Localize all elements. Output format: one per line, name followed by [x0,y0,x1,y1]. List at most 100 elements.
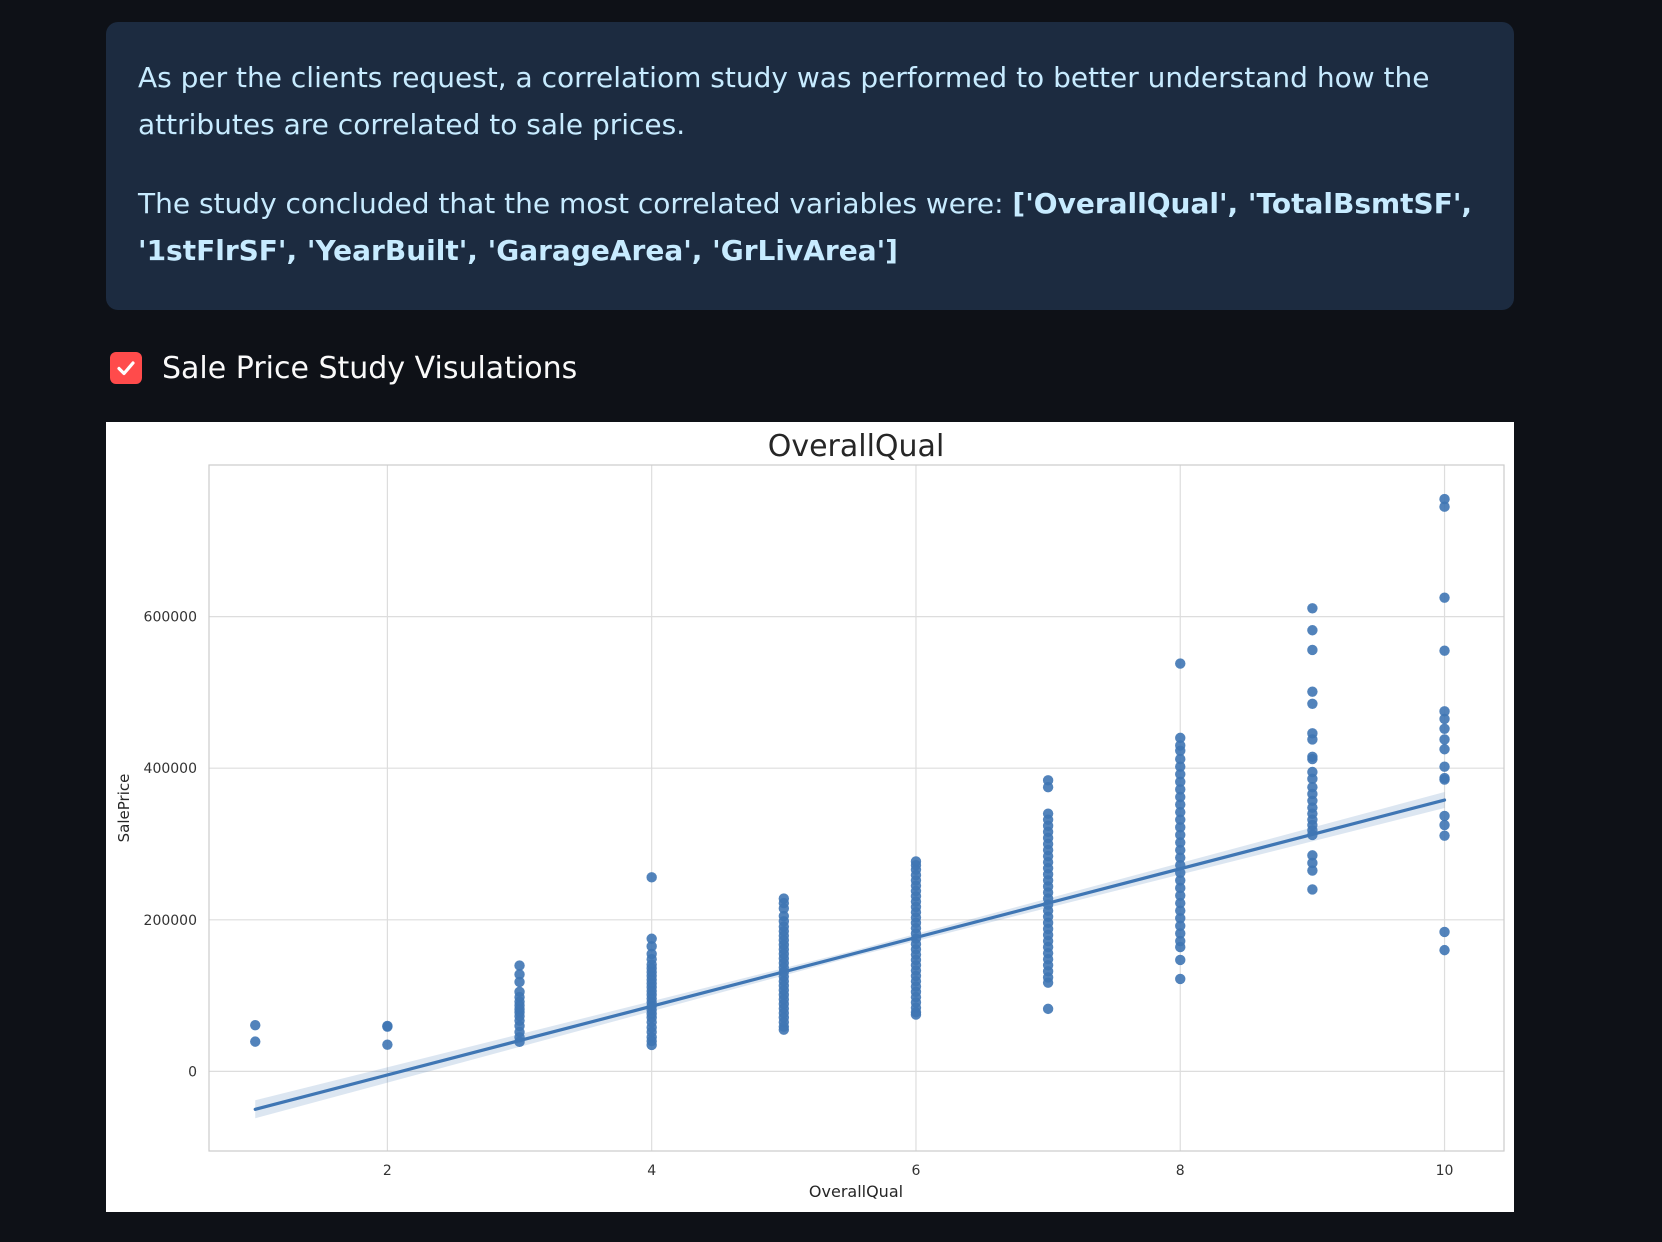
data-point [1307,603,1318,614]
data-point [514,976,525,988]
data-point [646,1039,657,1051]
data-point [1439,830,1450,841]
data-point [1175,941,1186,953]
data-point [1042,1003,1054,1015]
data-point [1439,706,1450,717]
data-point [1439,592,1450,603]
data-point [778,903,790,914]
x-axis-label: OverallQual [809,1182,903,1201]
data-point [1307,753,1318,765]
data-point [1307,625,1318,636]
y-tick-label: 600000 [144,610,197,626]
data-point [1175,799,1186,810]
data-point [1439,744,1450,755]
correlated-variables-list: ['OverallQual', 'TotalBsmtSF', '1stFlrSF… [138,187,1473,267]
grid-lines [209,465,1504,1151]
data-points [250,493,1450,1051]
data-point [1175,928,1186,939]
data-point [1439,761,1450,772]
data-point [1307,734,1318,745]
data-point [382,1021,393,1032]
data-point [1175,822,1186,833]
info-conclusion-text: The study concluded that the most correl… [138,187,1013,220]
overallqual-scatter-chart: 2 4 6 8 10 0 200000 400000 600000 OverallQual Ov… [106,422,1514,1212]
info-paragraph-conclusion: The study concluded that the most correl… [138,180,1482,274]
data-point [1175,954,1186,966]
data-point [1175,913,1186,924]
data-point [1042,781,1054,793]
checkbox-box[interactable] [110,352,142,384]
data-point [910,1009,922,1020]
x-tick-label: 6 [912,1163,921,1179]
data-point [646,941,657,952]
info-paragraph-request: As per the clients request, a correlatio… [138,61,1430,141]
data-point [1175,791,1186,803]
x-tick-label: 4 [647,1163,656,1179]
data-point [1175,658,1186,669]
data-point [1175,761,1186,772]
info-callout: As per the clients request, a correlatio… [106,22,1514,310]
data-point [1439,493,1450,505]
data-point [1439,810,1450,822]
data-point [1307,686,1318,697]
data-point [1307,850,1318,861]
data-point [1175,852,1186,863]
data-point [1439,713,1450,725]
x-tick-label: 8 [1176,1163,1185,1179]
data-point [1439,819,1450,831]
data-point [1175,897,1186,909]
data-point [1175,732,1186,744]
plot-area-border [208,464,1505,1152]
data-point [514,960,525,971]
x-tick-label: 10 [1436,1163,1454,1179]
data-point [1439,501,1450,512]
data-point [1175,776,1186,788]
data-point [514,969,525,980]
data-point [1307,698,1318,709]
data-point [1175,905,1186,916]
y-tick-label: 0 [188,1064,197,1080]
data-point [1307,857,1318,869]
data-point [1439,926,1450,938]
regression-line [253,798,1447,1111]
data-point [1307,865,1318,876]
data-point [1175,837,1186,848]
data-point [1175,769,1186,780]
data-point [1175,973,1186,985]
data-point [1439,774,1450,785]
sale-price-visualisations-checkbox[interactable]: Sale Price Study Visulations [110,350,577,386]
checkmark-icon [117,361,135,376]
data-point [1042,977,1054,988]
data-point [1175,875,1186,886]
tick-labels: 2 4 6 8 10 0 200000 400000 600000 [144,610,1454,1179]
chart-svg: 2 4 6 8 10 0 200000 400000 600000 OverallQual Ov… [115,429,1505,1201]
data-point [382,1039,393,1050]
y-axis-label: SalePrice [115,774,133,843]
data-point [1307,884,1318,895]
data-point [1175,745,1186,756]
data-point [1175,882,1186,894]
data-point [1439,944,1450,956]
x-tick-label: 2 [383,1163,392,1179]
data-point [1439,734,1450,745]
data-point [1175,844,1186,856]
data-point [778,1024,790,1035]
regression-line-group [253,798,1447,1111]
data-point [1175,920,1186,932]
data-point [250,1019,261,1031]
data-point [1175,753,1186,765]
data-point [1175,890,1186,901]
y-tick-label: 200000 [144,913,197,929]
y-tick-label: 400000 [144,761,197,777]
data-point [1175,829,1186,841]
data-point [1307,644,1318,656]
data-point [1175,806,1186,818]
data-point [1439,645,1450,656]
data-point [646,872,657,883]
data-point [1175,814,1186,825]
data-point [1307,773,1318,785]
data-point [646,933,657,944]
data-point [1175,784,1186,795]
chart-title: OverallQual [768,429,945,464]
data-point [1439,723,1450,734]
